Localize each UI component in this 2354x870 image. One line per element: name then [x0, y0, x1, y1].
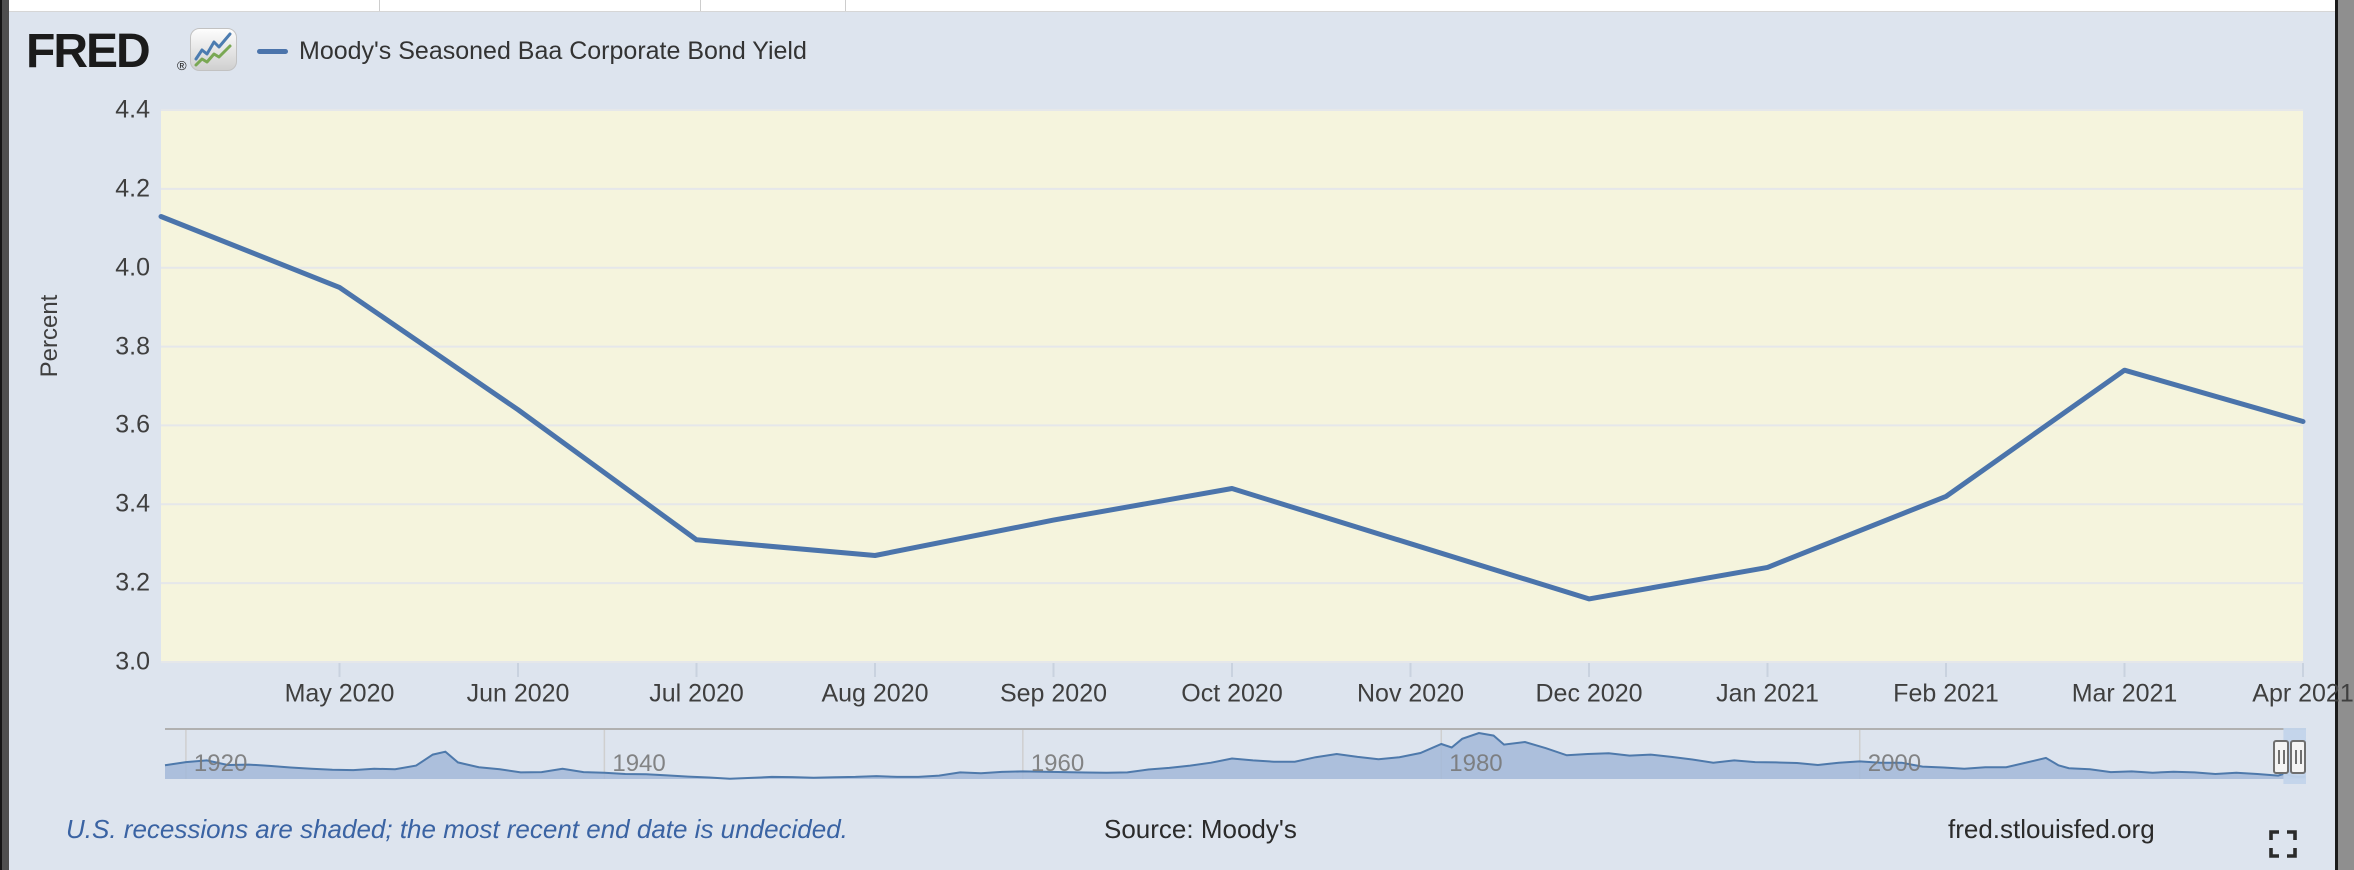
x-tick-label: Oct 2020	[1181, 679, 1283, 708]
navigator-year-label: 1920	[193, 750, 248, 777]
x-tick-label: May 2020	[284, 679, 395, 708]
fullscreen-icon[interactable]	[2268, 829, 2298, 859]
navigator-year-label: 1980	[1449, 750, 1503, 777]
series-line-baa-yield[interactable]	[158, 214, 2306, 602]
navigator-handle-right[interactable]	[2290, 740, 2306, 774]
navigator-year-label: 1940	[612, 750, 666, 777]
legend-item[interactable]: Moody's Seasoned Baa Corporate Bond Yiel…	[257, 36, 807, 66]
navigator-year-label: 1960	[1030, 750, 1085, 777]
navigator-year-label: 2000	[1867, 750, 1922, 777]
grip-lines	[2299, 750, 2302, 764]
y-tick-label: 3.4	[115, 489, 150, 518]
grip-lines	[2282, 750, 2285, 764]
site-link[interactable]: fred.stlouisfed.org	[1948, 814, 2155, 844]
y-tick-label: 4.0	[115, 253, 150, 282]
recession-note: U.S. recessions are shaded; the most rec…	[66, 814, 848, 844]
x-tick-label: Jul 2020	[649, 679, 744, 708]
x-tick-label: Mar 2021	[2071, 679, 2178, 708]
x-tick-label: Jun 2020	[466, 679, 570, 708]
grip-lines	[2294, 750, 2297, 764]
x-tick-label: Jan 2021	[1716, 679, 1819, 708]
x-tick-label: Feb 2021	[1893, 679, 1999, 708]
top-cropped-ui-strip	[7, 0, 2338, 12]
top-strip-divider	[700, 0, 701, 11]
window-right-scrollbar-edge[interactable]	[2335, 0, 2354, 870]
x-tick-label: Apr 2021	[2252, 679, 2354, 708]
y-tick-label: 3.8	[115, 332, 150, 361]
y-tick-label: 4.2	[115, 174, 150, 203]
y-tick-label: 3.0	[115, 647, 150, 676]
x-tick-label: Dec 2020	[1535, 679, 1643, 708]
legend-series-label: Moody's Seasoned Baa Corporate Bond Yiel…	[299, 36, 807, 65]
source-text: Source: Moody's	[1104, 814, 1297, 844]
navigator-area-line	[164, 731, 2306, 780]
x-tick-label: Nov 2020	[1356, 679, 1465, 708]
y-tick-label: 4.4	[115, 95, 150, 124]
fred-logo: FRED	[26, 25, 151, 78]
x-tick-label: Sep 2020	[999, 679, 1108, 708]
x-tick-label: Aug 2020	[821, 679, 929, 708]
top-strip-divider	[845, 0, 846, 11]
window-left-edge	[0, 0, 9, 870]
fred-graph-icon	[190, 28, 237, 71]
y-tick-label: 3.2	[115, 568, 150, 597]
legend-line-marker	[257, 48, 288, 54]
top-strip-divider	[379, 0, 380, 11]
navigator-handle-left[interactable]	[2273, 740, 2289, 774]
grip-lines	[2277, 750, 2280, 764]
plot-area[interactable]	[161, 110, 2303, 662]
registered-trademark: ®	[177, 58, 187, 73]
y-tick-label: 3.6	[115, 410, 150, 439]
navigator-area[interactable]	[165, 733, 2306, 779]
